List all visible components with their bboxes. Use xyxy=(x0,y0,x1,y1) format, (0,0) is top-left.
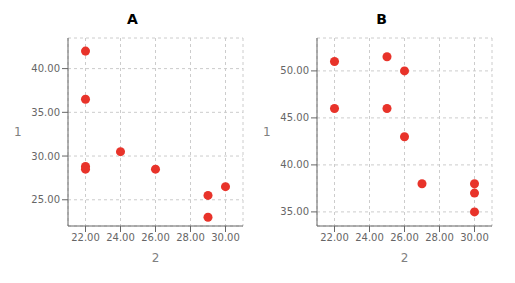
svg-text:24.00: 24.00 xyxy=(355,232,384,243)
svg-text:26.00: 26.00 xyxy=(390,232,419,243)
svg-text:22.00: 22.00 xyxy=(320,232,349,243)
svg-text:30.00: 30.00 xyxy=(460,232,489,243)
svg-text:30.00: 30.00 xyxy=(211,232,240,243)
svg-text:24.00: 24.00 xyxy=(106,232,135,243)
svg-text:30.00: 30.00 xyxy=(31,151,60,162)
svg-text:35.00: 35.00 xyxy=(31,107,60,118)
html-text:B: B xyxy=(376,11,387,27)
svg-text:35.00: 35.00 xyxy=(280,206,309,217)
svg-text:40.00: 40.00 xyxy=(280,159,309,170)
svg-text:1: 1 xyxy=(14,125,22,139)
svg-text:22.00: 22.00 xyxy=(71,232,100,243)
svg-text:50.00: 50.00 xyxy=(280,65,309,76)
svg-text:28.00: 28.00 xyxy=(176,232,205,243)
svg-text:45.00: 45.00 xyxy=(280,112,309,123)
svg-text:28.00: 28.00 xyxy=(425,232,454,243)
svg-text:2: 2 xyxy=(152,251,160,265)
svg-text:1: 1 xyxy=(263,125,271,139)
html-text:A: A xyxy=(127,11,138,27)
svg-text:2: 2 xyxy=(401,251,409,265)
svg-text:26.00: 26.00 xyxy=(141,232,170,243)
svg-text:40.00: 40.00 xyxy=(31,63,60,74)
svg-text:25.00: 25.00 xyxy=(31,194,60,205)
